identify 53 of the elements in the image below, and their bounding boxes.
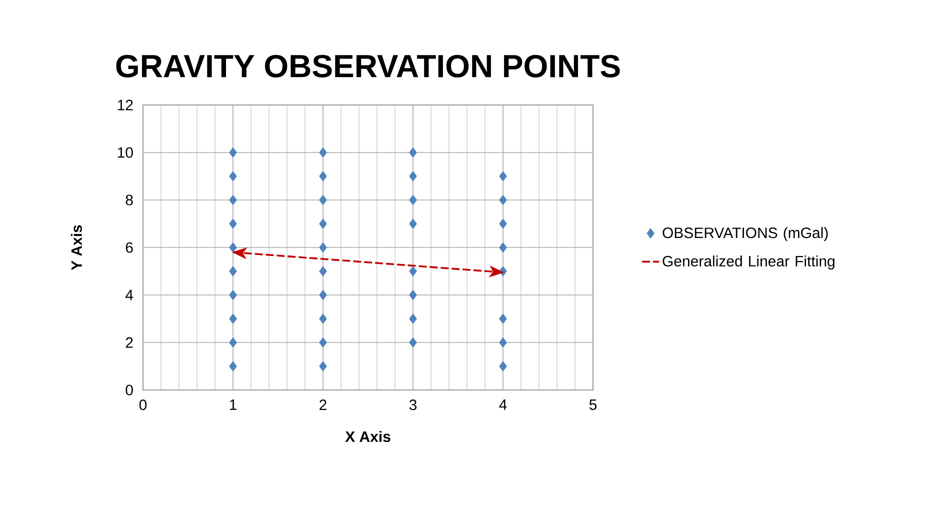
point (319, 266, 327, 276)
y-tick-label: 12 (118, 100, 133, 110)
x-tick-label: 0 (139, 400, 147, 410)
point (229, 147, 237, 158)
point (409, 290, 417, 300)
point (229, 361, 237, 372)
point (319, 194, 327, 206)
point (319, 314, 327, 324)
point (409, 266, 417, 276)
point (319, 218, 327, 229)
x-tick-label: 4 (499, 400, 507, 410)
point (229, 171, 237, 182)
point (409, 147, 417, 158)
point (229, 314, 237, 324)
point (409, 171, 417, 182)
point (319, 171, 327, 182)
point (409, 218, 417, 229)
point (319, 242, 327, 253)
point (499, 337, 507, 348)
point (229, 337, 237, 348)
point (319, 147, 327, 158)
point (499, 218, 507, 229)
y-tick-label: 6 (126, 242, 133, 253)
y-tick-label: 8 (126, 194, 133, 206)
y-tick-label: 10 (118, 147, 133, 158)
x-tick-label: 3 (409, 400, 417, 410)
point (229, 266, 237, 276)
point (409, 337, 417, 348)
point (499, 194, 507, 206)
point (499, 242, 507, 253)
y-axis-title: Y Axis (70, 225, 82, 270)
point (409, 194, 417, 206)
point (499, 314, 507, 324)
point (229, 242, 237, 253)
x-axis-title: X Axis (345, 430, 390, 442)
point (229, 218, 237, 229)
point (229, 290, 237, 300)
point (319, 337, 327, 348)
legend-label: Generalized Linear Fitting (662, 255, 834, 270)
point (409, 314, 417, 324)
point (499, 361, 507, 372)
x-tick-label: 1 (230, 400, 236, 410)
y-tick-label: 2 (126, 337, 133, 348)
y-tick-label: 4 (125, 290, 134, 300)
point (229, 194, 237, 206)
point (319, 361, 327, 372)
x-tick-label: 2 (320, 400, 326, 410)
y-tick-label: 0 (126, 384, 133, 396)
point (499, 171, 507, 182)
chart-title: GRAVITY OBSERVATION POINTS (116, 54, 620, 78)
x-tick-label: 5 (589, 400, 597, 410)
legend-label: OBSERVATIONS (mGal) (662, 227, 828, 242)
point (319, 290, 327, 300)
